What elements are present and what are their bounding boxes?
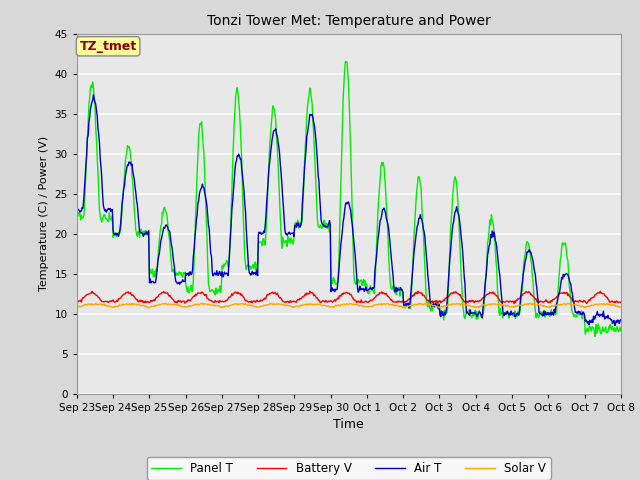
- Battery V: [83, 292, 90, 298]
- Y-axis label: Temperature (C) / Power (V): Temperature (C) / Power (V): [39, 136, 49, 291]
- Solar V: [416, 300, 424, 306]
- Air T: [431, 300, 439, 306]
- Panel T: [83, 154, 90, 160]
- Battery V: [306, 288, 314, 294]
- Battery V: [510, 300, 518, 306]
- Solar V: [139, 302, 147, 308]
- Legend: Panel T, Battery V, Air T, Solar V: Panel T, Battery V, Air T, Solar V: [147, 457, 551, 480]
- Air T: [223, 271, 231, 277]
- Solar V: [431, 303, 439, 309]
- Title: Tonzi Tower Met: Temperature and Power: Tonzi Tower Met: Temperature and Power: [207, 14, 491, 28]
- Solar V: [83, 302, 90, 308]
- Panel T: [194, 154, 202, 159]
- Battery V: [416, 289, 424, 295]
- Air T: [416, 216, 424, 221]
- Battery V: [617, 300, 625, 305]
- Solar V: [617, 304, 625, 310]
- Panel T: [139, 231, 147, 237]
- Air T: [83, 152, 90, 157]
- Line: Battery V: Battery V: [77, 291, 621, 303]
- Air T: [73, 207, 81, 213]
- Air T: [140, 233, 147, 239]
- Air T: [617, 317, 625, 323]
- Battery V: [139, 298, 147, 304]
- Air T: [90, 92, 97, 98]
- Solar V: [73, 305, 81, 311]
- Solar V: [144, 305, 152, 311]
- Battery V: [73, 299, 81, 304]
- Panel T: [73, 211, 81, 216]
- Line: Solar V: Solar V: [77, 303, 621, 308]
- Panel T: [591, 334, 599, 339]
- Panel T: [223, 258, 230, 264]
- Solar V: [526, 300, 534, 306]
- Battery V: [431, 298, 439, 303]
- Battery V: [194, 290, 202, 296]
- Solar V: [195, 301, 202, 307]
- Battery V: [223, 298, 230, 303]
- Text: TZ_tmet: TZ_tmet: [79, 40, 137, 53]
- Line: Air T: Air T: [77, 95, 621, 325]
- Air T: [611, 323, 619, 328]
- Panel T: [416, 176, 424, 181]
- Air T: [195, 198, 202, 204]
- Panel T: [617, 328, 625, 334]
- X-axis label: Time: Time: [333, 418, 364, 431]
- Panel T: [342, 59, 349, 64]
- Line: Panel T: Panel T: [77, 61, 621, 336]
- Solar V: [223, 303, 231, 309]
- Panel T: [431, 299, 439, 304]
